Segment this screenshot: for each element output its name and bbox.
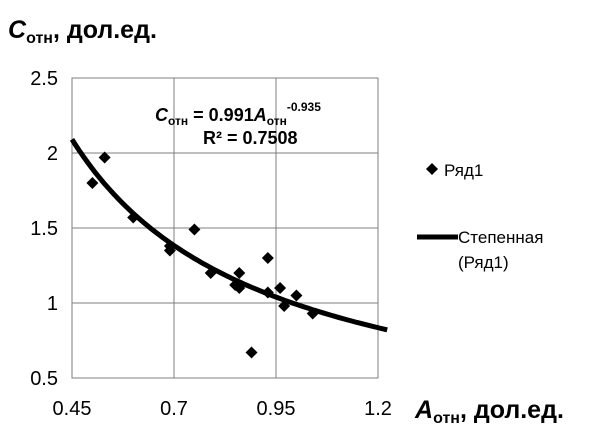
legend-label-trend: Степенная bbox=[458, 228, 543, 247]
data-point bbox=[233, 267, 246, 279]
x-axis-title: Aотн, дол.ед. bbox=[414, 396, 564, 427]
y-tick-label: 2.5 bbox=[30, 68, 58, 90]
data-point bbox=[127, 211, 140, 224]
data-point bbox=[245, 346, 258, 359]
data-point bbox=[290, 289, 303, 302]
r-squared: R² = 0.7508 bbox=[203, 128, 298, 148]
x-tick-label: 0.45 bbox=[53, 398, 92, 420]
y-tick-labels: 0.5 1 1.5 2 2.5 bbox=[30, 68, 58, 390]
y-tick-label: 0.5 bbox=[30, 368, 58, 390]
legend-label-series: Ряд1 bbox=[444, 161, 483, 180]
data-point bbox=[261, 252, 274, 264]
data-point bbox=[274, 282, 287, 294]
data-point bbox=[98, 151, 111, 164]
data-points bbox=[86, 151, 319, 359]
trend-equation: Cотн = 0.991Aотн-0.935 bbox=[155, 100, 321, 128]
data-point bbox=[86, 177, 99, 189]
legend-label-trend-2: (Ряд1) bbox=[458, 253, 509, 272]
x-tick-label: 1.2 bbox=[364, 398, 392, 420]
y-tick-label: 1.5 bbox=[30, 218, 58, 240]
data-point bbox=[261, 286, 274, 299]
y-tick-label: 1 bbox=[47, 293, 58, 315]
legend-marker-series bbox=[426, 163, 438, 175]
y-tick-label: 2 bbox=[47, 143, 58, 165]
x-tick-label: 0.95 bbox=[257, 398, 296, 420]
trendline bbox=[69, 138, 388, 333]
data-point bbox=[163, 240, 176, 252]
data-point bbox=[306, 307, 319, 320]
legend: Ряд1 Степенная (Ряд1) bbox=[417, 161, 543, 272]
x-tick-label: 0.7 bbox=[160, 398, 188, 420]
data-point bbox=[278, 300, 291, 312]
data-point bbox=[233, 282, 246, 294]
data-point bbox=[188, 223, 201, 236]
plot-area: 0.5 1 1.5 2 2.5 0.45 0.7 0.95 1.2 bbox=[30, 68, 392, 420]
data-point bbox=[204, 267, 217, 279]
y-axis-title: Cотн, дол.ед. bbox=[8, 16, 157, 47]
x-tick-labels: 0.45 0.7 0.95 1.2 bbox=[53, 398, 392, 420]
